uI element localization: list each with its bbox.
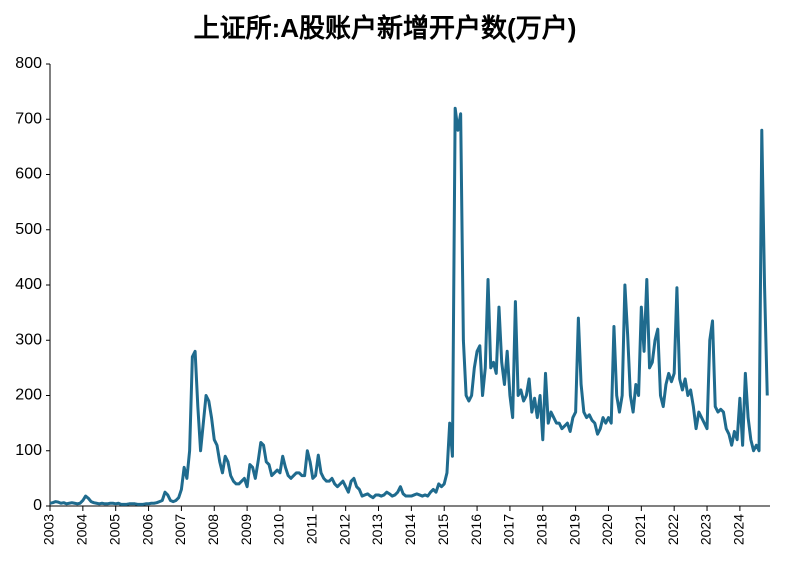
x-tick-label: 2017 <box>501 514 517 545</box>
y-tick-label: 400 <box>15 276 42 293</box>
x-tick-label: 2008 <box>205 514 221 545</box>
x-tick-label: 2024 <box>731 514 747 545</box>
x-tick-label: 2009 <box>238 514 254 545</box>
chart-title: 上证所:A股账户新增开户数(万户) <box>194 13 577 43</box>
y-tick-label: 500 <box>15 221 42 238</box>
x-tick-label: 2006 <box>139 514 155 545</box>
x-tick-label: 2021 <box>632 514 648 545</box>
y-tick-label: 700 <box>15 110 42 127</box>
x-tick-label: 2019 <box>566 514 582 545</box>
x-tick-label: 2004 <box>74 514 90 545</box>
x-tick-label: 2015 <box>435 514 451 545</box>
y-tick-label: 200 <box>15 387 42 404</box>
x-tick-label: 2013 <box>369 514 385 545</box>
x-tick-label: 2012 <box>336 514 352 545</box>
x-tick-label: 2016 <box>468 514 484 545</box>
x-tick-label: 2020 <box>599 514 615 545</box>
x-tick-label: 2007 <box>172 514 188 545</box>
x-tick-label: 2005 <box>106 514 122 545</box>
x-tick-label: 2010 <box>271 514 287 545</box>
line-series <box>49 106 769 506</box>
x-tick-label: 2018 <box>533 514 549 545</box>
x-tick-label: 2023 <box>698 514 714 545</box>
y-tick-label: 0 <box>33 497 42 514</box>
y-tick-label: 800 <box>15 55 42 72</box>
x-tick-label: 2022 <box>665 514 681 545</box>
y-tick-label: 100 <box>15 442 42 459</box>
y-tick-label: 600 <box>15 166 42 183</box>
x-tick-label: 2011 <box>304 514 320 544</box>
x-tick-label: 2003 <box>41 514 57 545</box>
x-tick-label: 2014 <box>402 514 418 545</box>
y-tick-label: 300 <box>15 331 42 348</box>
